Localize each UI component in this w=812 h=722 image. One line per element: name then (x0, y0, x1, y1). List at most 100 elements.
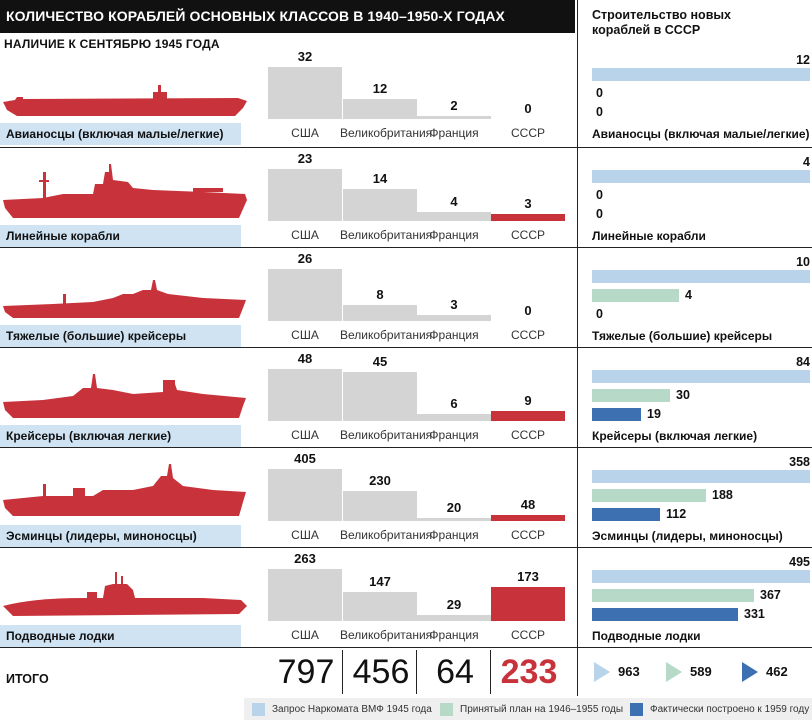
total-divider (416, 650, 417, 694)
country-label: Франция (429, 126, 479, 140)
bar-value-label: 0 (524, 101, 532, 116)
soviet-bar (592, 489, 706, 502)
soviet-bar (592, 570, 810, 583)
bar (417, 518, 491, 521)
soviet-bar (592, 68, 810, 81)
legend-label-plan: Принятый план на 1946–1955 годы (460, 704, 624, 715)
soviet-bar-value: 10 (796, 255, 810, 269)
soviet-bar (592, 589, 754, 602)
soviet-class-label: Линейные корабли (592, 229, 706, 243)
bar (343, 372, 417, 421)
soviet-bar (592, 289, 679, 302)
battleship-icon (3, 160, 248, 222)
country-label: Великобритания (340, 528, 433, 542)
soviet-class-label: Тяжелые (большие) крейсеры (592, 329, 773, 343)
right-title-line2: кораблей в СССР (592, 23, 701, 37)
country-label: США (291, 528, 319, 542)
bar-value-label: 20 (446, 500, 462, 515)
class-label: Тяжелые (большие) крейсеры (0, 325, 241, 347)
soviet-bar-value: 367 (760, 588, 781, 602)
bar-value-label: 32 (297, 49, 313, 64)
bar-value-label: 263 (294, 551, 316, 566)
legend-label-built: Фактически построено к 1959 году (650, 704, 810, 715)
bar (491, 515, 565, 521)
soviet-bar-value: 4 (803, 155, 810, 169)
bar (343, 99, 417, 119)
country-label: Великобритания (340, 328, 433, 342)
total-divider (342, 650, 343, 694)
page-subtitle: НАЛИЧИЕ К СЕНТЯБРЮ 1945 ГОДА (4, 37, 220, 51)
class-label: Авианосцы (включая малые/легкие) (0, 123, 241, 145)
total-value: 456 (352, 653, 410, 691)
country-label: Великобритания (340, 228, 433, 242)
bar-value-label: 2 (450, 98, 458, 113)
country-label: Франция (429, 428, 479, 442)
legend: Запрос Наркомата ВМФ 1945 года Принятый … (244, 698, 812, 720)
bar (268, 269, 342, 321)
soviet-bar-value: 30 (676, 388, 690, 402)
country-label: США (291, 628, 319, 642)
soviet-bar (592, 408, 641, 421)
country-label: Великобритания (340, 126, 433, 140)
bar-value-label: 4 (450, 194, 458, 209)
class-label: Линейные корабли (0, 225, 241, 247)
bar (343, 592, 417, 621)
bar (268, 67, 342, 119)
soviet-bar (592, 508, 660, 521)
right-panel-title: Строительство новых кораблей в СССР (592, 8, 802, 38)
totals-separator (0, 647, 812, 648)
soviet-bar-value: 0 (596, 188, 603, 202)
triangle-icon (594, 662, 610, 682)
page-title: КОЛИЧЕСТВО КОРАБЛЕЙ ОСНОВНЫХ КЛАССОВ В 1… (0, 0, 575, 33)
country-label: Франция (429, 528, 479, 542)
bar-value-label: 12 (372, 81, 388, 96)
aircraft-carrier-icon (3, 80, 248, 120)
bar (417, 414, 491, 421)
country-label: СССР (510, 428, 545, 442)
bar-value-label: 405 (294, 451, 316, 466)
bar-value-label: 147 (369, 574, 391, 589)
country-label: Франция (429, 628, 479, 642)
soviet-class-label: Авианосцы (включая малые/легкие) (592, 127, 810, 141)
bar-value-label: 26 (297, 251, 313, 266)
country-label: СССР (510, 228, 545, 242)
bar (268, 569, 342, 621)
soviet-bar-value: 84 (796, 355, 810, 369)
total-divider (490, 650, 491, 694)
bar (268, 169, 342, 221)
bar (417, 315, 491, 321)
total-value: 797 (277, 653, 335, 691)
total-value: 64 (436, 653, 474, 691)
row-separator (0, 547, 812, 548)
legend-swatch-built (630, 703, 643, 716)
bar-value-label: 6 (450, 396, 458, 411)
soviet-bar-value: 188 (712, 488, 733, 502)
cruiser-icon (3, 366, 248, 422)
soviet-bar-value: 19 (647, 407, 661, 421)
country-label: США (291, 428, 319, 442)
bar-value-label: 29 (446, 597, 462, 612)
soviet-total-value: 963 (618, 664, 640, 679)
country-label: США (291, 328, 319, 342)
bar (491, 214, 565, 221)
soviet-bar (592, 389, 670, 402)
class-label: Подводные лодки (0, 625, 241, 647)
country-label: СССР (510, 126, 545, 140)
bar (343, 305, 417, 321)
soviet-bar (592, 370, 810, 383)
bar (417, 212, 491, 221)
bar-value-label: 9 (524, 393, 532, 408)
country-label: Великобритания (340, 428, 433, 442)
legend-label-request: Запрос Наркомата ВМФ 1945 года (272, 704, 432, 715)
heavy-cruiser-icon (3, 272, 248, 322)
country-label: СССР (510, 628, 545, 642)
soviet-class-label: Крейсеры (включая легкие) (592, 429, 758, 443)
bar-value-label: 8 (376, 287, 384, 302)
bar-value-label: 3 (450, 297, 458, 312)
bar-value-label: 45 (372, 354, 388, 369)
soviet-bar (592, 170, 810, 183)
soviet-total-value: 589 (690, 664, 712, 679)
bar (417, 116, 491, 119)
soviet-bar-value: 495 (789, 555, 810, 569)
bar (491, 587, 565, 621)
